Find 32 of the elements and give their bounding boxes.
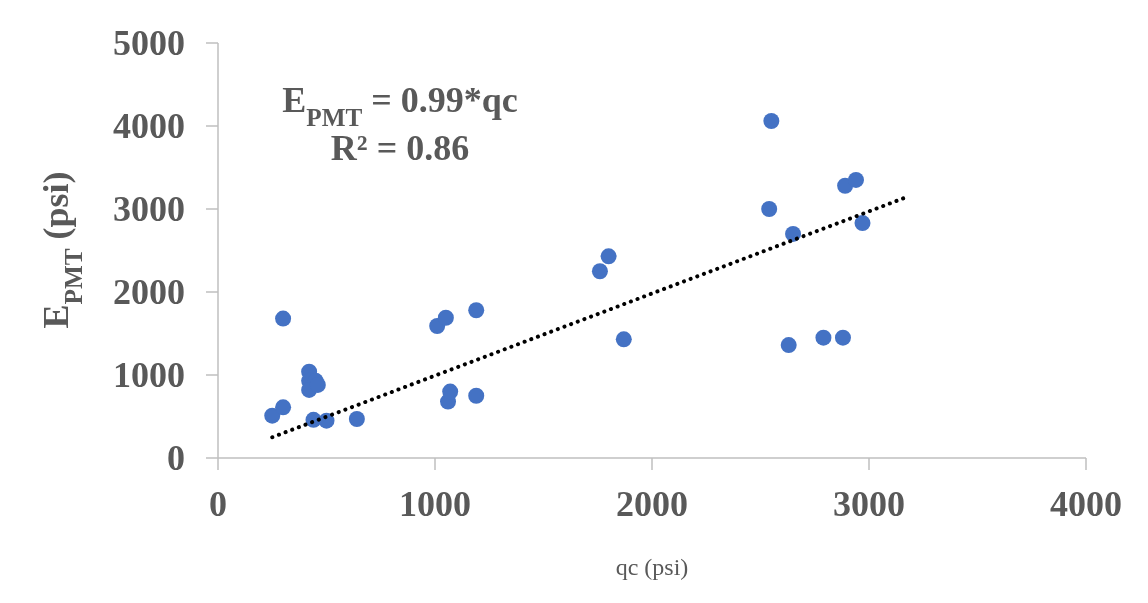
point	[442, 383, 459, 400]
point	[761, 201, 778, 217]
x-axis-title: qc (psi)	[615, 554, 689, 580]
y-tick-label: 5000	[113, 23, 185, 63]
y-tick-label: 4000	[113, 106, 185, 146]
point	[468, 302, 485, 319]
point	[437, 309, 454, 326]
point	[591, 263, 608, 280]
x-tick-label: 4000	[1050, 484, 1122, 524]
point	[275, 310, 292, 327]
y-tick-label: 0	[167, 438, 185, 478]
x-tick-label: 1000	[399, 484, 471, 524]
point	[600, 248, 617, 265]
annotation: E$_{PMT}$ = 0.99*qc	[282, 80, 518, 131]
point	[854, 215, 871, 232]
y-tick-label: 3000	[113, 189, 185, 229]
y-tick-label: 2000	[113, 272, 185, 312]
point	[264, 407, 281, 424]
point	[815, 329, 832, 346]
point	[834, 329, 851, 346]
point	[763, 113, 780, 130]
x-tick-label: 3000	[833, 484, 905, 524]
x-tick-label: 2000	[616, 484, 688, 524]
point	[468, 387, 485, 404]
point	[847, 171, 864, 188]
point	[275, 399, 292, 416]
y-tick-label: 1000	[113, 355, 185, 395]
x-tick-label: 0	[209, 484, 227, 524]
point	[348, 410, 365, 427]
point	[615, 331, 632, 348]
point	[780, 337, 797, 354]
annotation: R² = 0.86	[330, 128, 470, 168]
